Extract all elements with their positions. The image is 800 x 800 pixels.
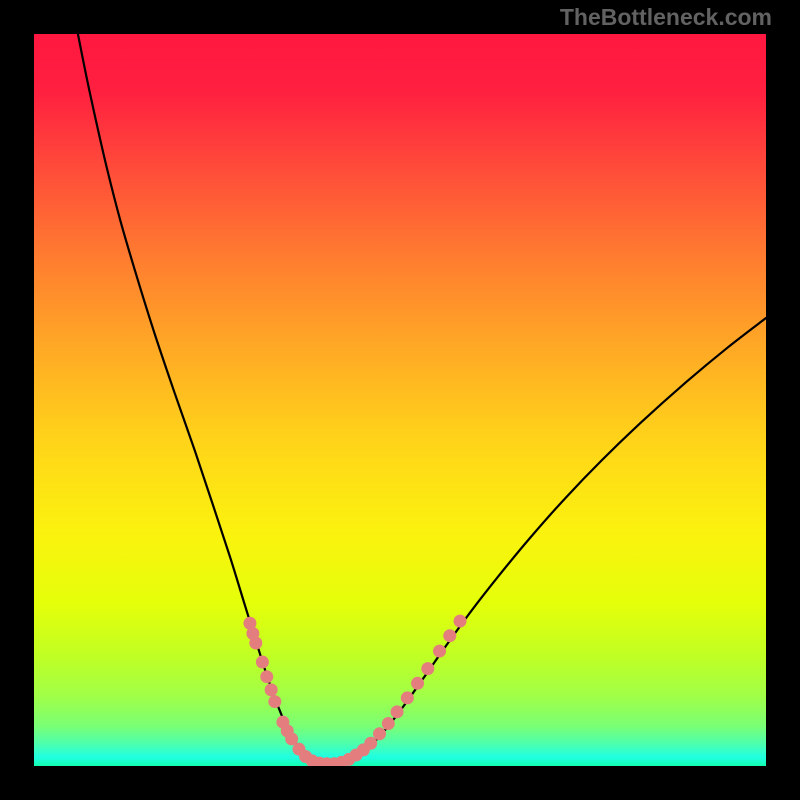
data-dot bbox=[411, 677, 424, 690]
data-dot bbox=[443, 629, 456, 642]
data-dot bbox=[421, 662, 434, 675]
data-dot bbox=[433, 645, 446, 658]
chart-container: TheBottleneck.com bbox=[0, 0, 800, 800]
plot-background bbox=[34, 34, 766, 766]
bottleneck-chart bbox=[0, 0, 800, 800]
data-dot bbox=[268, 695, 281, 708]
data-dot bbox=[382, 717, 395, 730]
data-dot bbox=[256, 656, 269, 669]
data-dot bbox=[391, 705, 404, 718]
data-dot bbox=[249, 637, 262, 650]
data-dot bbox=[401, 691, 414, 704]
data-dot bbox=[364, 737, 377, 750]
data-dot bbox=[260, 670, 273, 683]
data-dot bbox=[454, 615, 467, 628]
watermark-text: TheBottleneck.com bbox=[560, 4, 772, 31]
data-dot bbox=[373, 727, 386, 740]
data-dot bbox=[265, 683, 278, 696]
